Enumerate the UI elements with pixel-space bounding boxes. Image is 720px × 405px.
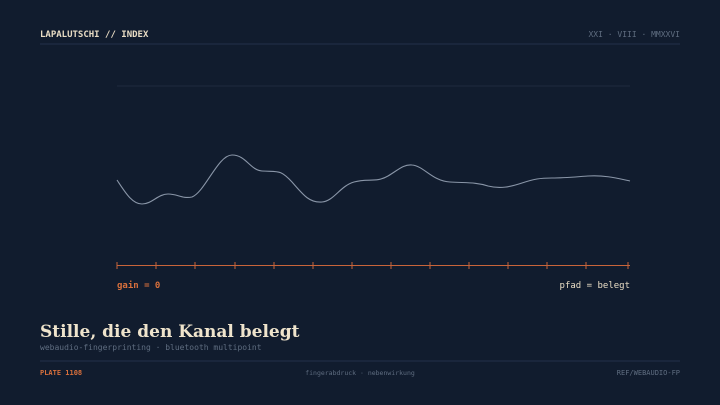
axis [116,262,630,269]
waveform [116,154,631,205]
footer-right: REF/WEBAUDIO-FP [617,369,680,377]
title: Stille, die den Kanal belegt [40,322,300,342]
header-date: XXI · VIII · MMXXVI [588,30,680,39]
left-label: gain = 0 [117,280,160,291]
right-label: pfad = belegt [560,281,630,291]
footer-left: PLATE 1108 [40,369,82,377]
subtitle: webaudio-fingerprinting · bluetooth mult… [40,343,262,352]
header-title: LAPALUTSCHI // INDEX [40,30,149,40]
footer-center: fingerabdruck · nebenwirkung [305,369,415,377]
